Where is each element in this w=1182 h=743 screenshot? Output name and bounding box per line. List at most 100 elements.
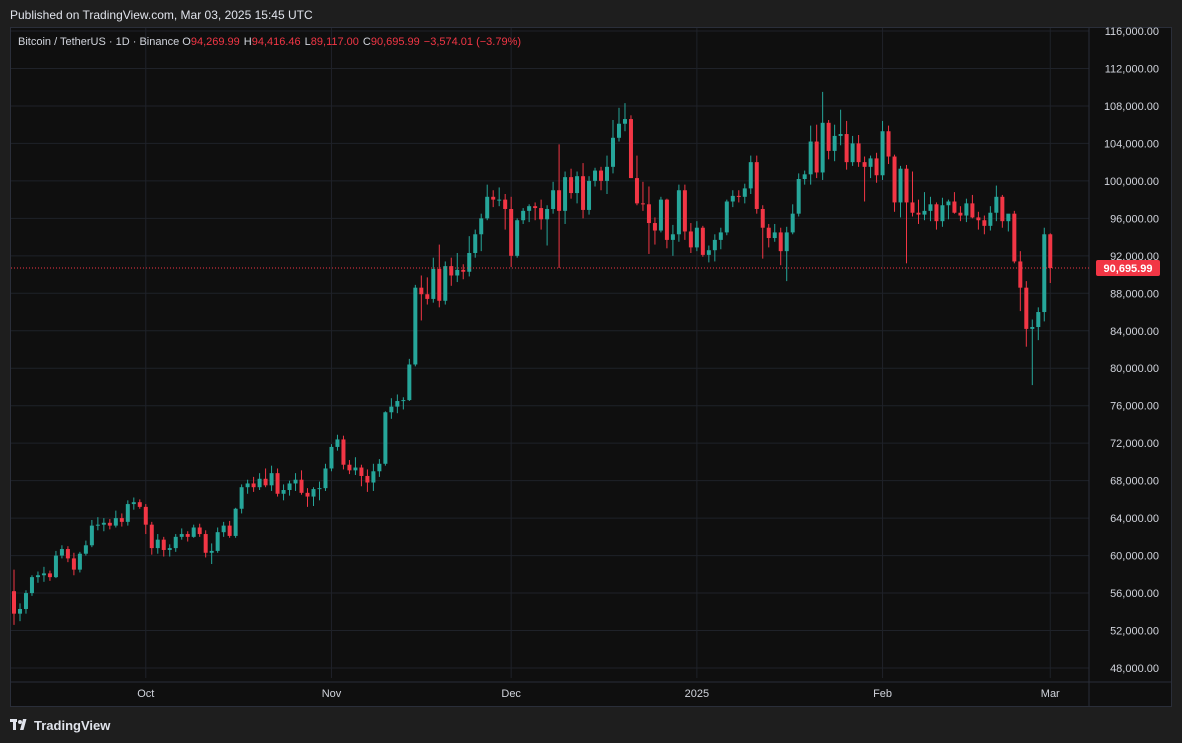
candle-body[interactable] — [257, 478, 262, 488]
candle-body[interactable] — [113, 518, 118, 526]
candle-body[interactable] — [682, 190, 687, 232]
candle-body[interactable] — [820, 122, 825, 173]
candle-body[interactable] — [748, 162, 753, 189]
candle-body[interactable] — [766, 227, 771, 239]
candle-body[interactable] — [209, 550, 214, 553]
candle-body[interactable] — [688, 231, 693, 248]
candle-body[interactable] — [754, 162, 759, 209]
candle-body[interactable] — [23, 593, 28, 609]
candle-body[interactable] — [437, 268, 442, 301]
candle-body[interactable] — [850, 143, 855, 163]
candle-body[interactable] — [676, 190, 681, 235]
candle-body[interactable] — [371, 471, 376, 483]
candle-body[interactable] — [640, 203, 645, 205]
candle-body[interactable] — [167, 548, 172, 550]
candle-body[interactable] — [377, 463, 382, 472]
candle-body[interactable] — [557, 190, 562, 211]
candle-body[interactable] — [149, 524, 154, 549]
candle-body[interactable] — [856, 143, 861, 163]
candle-body[interactable] — [569, 177, 574, 194]
candle-body[interactable] — [832, 135, 837, 151]
candle-body[interactable] — [634, 178, 639, 204]
candle-body[interactable] — [137, 502, 142, 507]
candle-body[interactable] — [71, 558, 76, 570]
candle-body[interactable] — [718, 232, 723, 240]
candle-body[interactable] — [317, 488, 322, 490]
candle-body[interactable] — [527, 206, 532, 211]
candle-body[interactable] — [664, 199, 669, 240]
candle-body[interactable] — [509, 208, 514, 256]
candle-body[interactable] — [263, 478, 268, 486]
candle-body[interactable] — [413, 287, 418, 365]
candle-body[interactable] — [347, 464, 352, 471]
candle-body[interactable] — [736, 195, 741, 197]
candle-body[interactable] — [107, 522, 112, 526]
candle-body[interactable] — [233, 508, 238, 536]
candle-body[interactable] — [652, 223, 657, 231]
symbol-label[interactable]: Bitcoin / TetherUS · 1D · Binance — [18, 36, 180, 48]
candle-body[interactable] — [646, 204, 651, 224]
candle-body[interactable] — [515, 220, 520, 256]
candle-body[interactable] — [35, 575, 40, 578]
candle-body[interactable] — [29, 577, 34, 594]
candle-body[interactable] — [275, 473, 280, 494]
candle-body[interactable] — [1006, 213, 1011, 222]
candle-body[interactable] — [616, 123, 621, 138]
candle-body[interactable] — [449, 266, 454, 276]
candle-body[interactable] — [892, 156, 897, 203]
candle-body[interactable] — [95, 524, 100, 526]
candle-body[interactable] — [341, 439, 346, 465]
candle-body[interactable] — [143, 506, 148, 525]
candle-body[interactable] — [838, 134, 843, 136]
candle-body[interactable] — [628, 119, 633, 179]
candle-body[interactable] — [904, 168, 909, 203]
candle-body[interactable] — [814, 141, 819, 173]
candle-body[interactable] — [179, 534, 184, 537]
candle-body[interactable] — [724, 201, 729, 233]
candle-body[interactable] — [874, 158, 879, 176]
candle-body[interactable] — [479, 218, 484, 235]
candle-body[interactable] — [215, 532, 220, 551]
candle-body[interactable] — [389, 406, 394, 413]
candle-body[interactable] — [575, 176, 580, 194]
candle-body[interactable] — [365, 475, 370, 483]
candle-body[interactable] — [551, 190, 556, 209]
candle-body[interactable] — [1018, 261, 1023, 288]
candle-body[interactable] — [928, 204, 933, 211]
candle-body[interactable] — [65, 549, 70, 559]
candle-body[interactable] — [125, 504, 130, 522]
candle-body[interactable] — [694, 227, 699, 248]
candle-body[interactable] — [17, 608, 22, 614]
candle-body[interactable] — [89, 525, 94, 546]
candle-body[interactable] — [545, 208, 550, 220]
candle-body[interactable] — [886, 131, 891, 157]
candle-body[interactable] — [670, 234, 675, 240]
candle-body[interactable] — [605, 166, 610, 181]
chart-frame[interactable] — [10, 27, 1172, 707]
candle-body[interactable] — [119, 518, 124, 522]
candle-body[interactable] — [970, 203, 975, 218]
candle-body[interactable] — [862, 162, 867, 167]
candle-body[interactable] — [1012, 213, 1017, 262]
candle-body[interactable] — [419, 287, 424, 295]
candle-body[interactable] — [533, 206, 538, 209]
candle-body[interactable] — [952, 201, 957, 213]
candle-body[interactable] — [844, 134, 849, 163]
candle-body[interactable] — [197, 527, 202, 535]
candle-body[interactable] — [77, 553, 82, 570]
candle-body[interactable] — [880, 131, 885, 176]
candle-body[interactable] — [587, 180, 592, 210]
candle-body[interactable] — [491, 196, 496, 200]
candle-body[interactable] — [964, 203, 969, 216]
candle-body[interactable] — [269, 473, 274, 486]
candle-body[interactable] — [760, 208, 765, 228]
candle-body[interactable] — [221, 525, 226, 533]
candle-body[interactable] — [359, 467, 364, 476]
candle-body[interactable] — [353, 467, 358, 471]
candle-body[interactable] — [790, 213, 795, 233]
candle-body[interactable] — [796, 179, 801, 214]
candle-body[interactable] — [131, 502, 136, 505]
candle-body[interactable] — [910, 202, 915, 213]
candle-body[interactable] — [185, 534, 190, 537]
candle-body[interactable] — [251, 483, 256, 488]
